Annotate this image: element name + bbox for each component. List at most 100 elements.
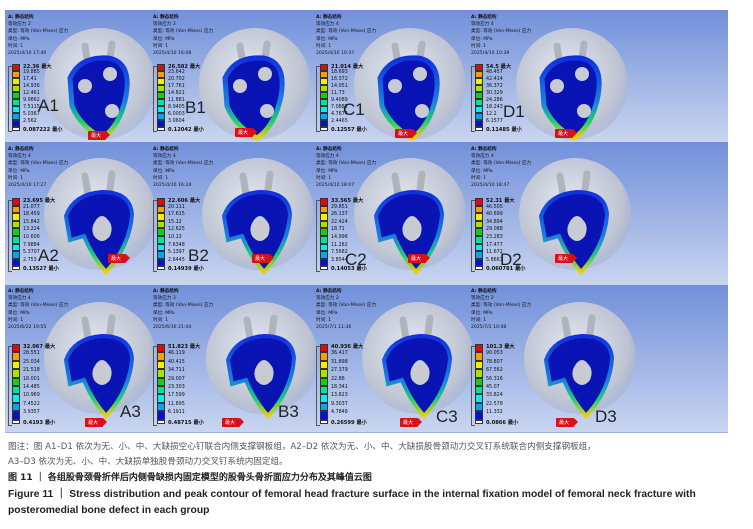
legend-number: 0.11485 <box>486 127 510 133</box>
legend-swatch <box>320 92 328 99</box>
legend-number: 0.12042 <box>168 127 192 133</box>
legend-value: 40.415 <box>168 360 185 365</box>
legend-value: 15.12 <box>168 220 182 225</box>
legend-value: 14.821 <box>168 91 185 96</box>
legend-value: 45.07 <box>486 385 500 390</box>
legend-number: 42.414 <box>486 77 503 82</box>
panel-label: D2 <box>500 250 522 269</box>
info-line: 等效应力 4 <box>471 22 494 28</box>
legend-swatch <box>157 258 165 267</box>
legend-swatch <box>12 352 20 361</box>
info-line: 2025/4/10 10:39 <box>471 51 510 57</box>
legend-bracket <box>8 66 12 132</box>
legend-number: 36.372 <box>486 84 503 89</box>
legend-swatch <box>475 92 483 99</box>
info-line: 单位: MPa <box>316 310 338 316</box>
info-line: 时间: 1 <box>471 175 487 181</box>
legend-number: 18.71 <box>331 227 345 233</box>
info-line: 时间: 1 <box>153 317 169 323</box>
legend-number: 12.461 <box>23 91 40 96</box>
info-line: 类型: 等效 (Von-Mises) 应力 <box>316 161 377 167</box>
legend-value: 11.73 <box>331 91 345 96</box>
legend-value: 10.969 <box>23 393 40 398</box>
legend-value: 0.11485 最小 <box>486 126 522 133</box>
legend-swatch <box>475 402 483 412</box>
legend-swatch <box>320 402 328 412</box>
legend-value: 40.699 <box>486 212 503 217</box>
panel-label: C2 <box>345 250 367 269</box>
legend-swatch <box>475 228 483 236</box>
femoral-head-contour <box>198 156 318 290</box>
legend-swatch <box>12 243 20 252</box>
legend-value: 26.582 最大 <box>168 63 200 70</box>
info-line: 类型: 等效 (Von-Mises) 应力 <box>8 303 69 309</box>
legend-bracket <box>316 66 320 132</box>
legend-swatch <box>320 394 328 403</box>
legend-number: 29.851 <box>331 204 348 210</box>
legend-number: 10.606 <box>23 235 40 240</box>
legend-swatch <box>320 85 328 92</box>
result-info: A: 静态结构 等效应力 4 类型: 等效 (Von-Mises) 应力 单位: MP… <box>471 146 531 189</box>
legend-number: 11.895 <box>168 401 185 407</box>
legend-swatch <box>320 266 328 271</box>
legend-value: 18.243 <box>486 105 503 110</box>
legend-number: 23.283 <box>486 235 503 240</box>
info-line: 2025/7/1 11:36 <box>316 325 352 331</box>
legend-number: 30.329 <box>486 91 503 96</box>
legend-number: 6.0003 <box>168 112 185 117</box>
femoral-head-contour <box>350 156 470 290</box>
color-legend: 23.695 最大 21.077 18.459 15.842 13.224 10.606 7… <box>8 198 68 274</box>
legend-number: 24.286 <box>486 98 503 103</box>
info-line: A: 静态结构 <box>316 289 342 294</box>
legend-number: 46.119 <box>168 351 185 357</box>
legend-swatch <box>12 127 20 131</box>
femoral-head-contour <box>40 26 160 160</box>
legend-number: 0.13527 <box>23 266 47 273</box>
legend-value: 10.606 <box>23 235 40 240</box>
legend-bracket <box>471 346 475 426</box>
legend-number: 12.625 <box>168 227 185 233</box>
legend-value: 29.088 <box>486 227 503 232</box>
legend-value: 17.477 <box>486 243 503 248</box>
legend-swatch <box>157 205 165 214</box>
legend-number: 28.551 <box>23 351 40 357</box>
legend-swatch <box>475 377 483 386</box>
legend-swatch <box>475 419 483 424</box>
info-line: 等效应力 2 <box>316 296 339 302</box>
info-line: 单位: MPa <box>316 168 338 174</box>
legend-swatch <box>320 106 328 113</box>
info-line: 类型: 等效 (Von-Mises) 应力 <box>153 303 214 309</box>
legend-swatch <box>475 113 483 120</box>
legend-value: 10.13 <box>168 235 182 240</box>
info-line: 2025/4/10 17:40 <box>8 51 47 57</box>
legend-number: 33.565 <box>331 198 352 204</box>
max-stress-tag: 最大 <box>235 128 258 137</box>
legend-number: 52.31 <box>486 198 503 204</box>
legend-swatch <box>320 198 328 206</box>
legend-number: 33.824 <box>486 393 503 399</box>
legend-number: 90.053 <box>486 351 503 357</box>
info-line: A: 静态结构 <box>8 15 34 20</box>
legend-value: 14.996 <box>331 235 348 240</box>
legend-swatch <box>157 344 165 353</box>
legend-swatch <box>157 106 165 113</box>
info-line: 等效应力 2 <box>8 22 31 28</box>
legend-swatch <box>12 266 20 271</box>
min-label: 最小 <box>507 419 519 426</box>
legend-value: 16.372 <box>331 77 348 82</box>
caption-title-cn: 图 11 ｜ 各组股骨颈骨折伴后内侧骨缺损内固定模型的股骨头骨折面应力分布及其峰… <box>8 473 372 483</box>
info-line: 单位: MPa <box>471 168 493 174</box>
info-line: A: 静态结构 <box>153 289 179 294</box>
legend-value: 7.9884 <box>23 243 40 248</box>
info-line: 2025/4/10 18:47 <box>471 183 510 189</box>
legend-number: 45.07 <box>486 385 500 390</box>
legend-value: 0.26599 最小 <box>331 419 367 426</box>
legend-swatch <box>320 377 328 386</box>
figure-caption: 图注：图 A1–D1 依次为无、小、中、大缺损空心钉联合内侧支撑钢板组，A2–D… <box>8 440 733 519</box>
info-line: A: 静态结构 <box>471 147 497 152</box>
info-line: 时间: 1 <box>153 43 169 49</box>
legend-bracket <box>153 346 157 426</box>
legend-swatch <box>157 127 165 131</box>
legend-swatch <box>12 113 20 120</box>
legend-swatch <box>12 64 20 71</box>
